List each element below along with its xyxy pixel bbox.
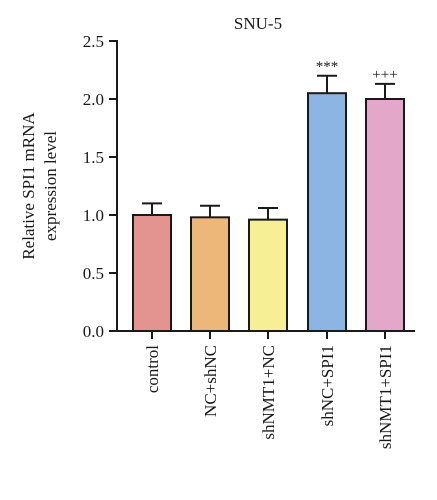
error-bar-control	[142, 202, 162, 215]
y-tick-label: 0.5	[83, 264, 104, 283]
error-bar-NC+shNC	[200, 204, 220, 218]
y-tick-label: 1.0	[83, 206, 104, 225]
y-tick-label: 2.0	[83, 90, 104, 109]
bar-shNC+SPI1	[307, 92, 347, 332]
y-axis-label-line-1: Relative SPI1 mRNA	[19, 112, 38, 260]
y-axis-label-line-2: expression level	[41, 131, 60, 241]
x-tick-label-shNMT1+NC: shNMT1+NC	[259, 345, 278, 440]
error-bar-shNMT1+SPI1	[375, 82, 395, 99]
x-tick-label-NC+shNC: NC+shNC	[201, 345, 220, 417]
significance-label-shNC+SPI1: ***	[316, 59, 339, 75]
error-bar-shNC+SPI1	[317, 74, 337, 94]
plot-area: *** +++	[132, 59, 405, 333]
x-tick-label-shNC+SPI1: shNC+SPI1	[318, 345, 337, 426]
bar-shNMT1+NC	[248, 218, 288, 332]
bar-control	[132, 214, 172, 332]
chart-title: SNU-5	[234, 14, 282, 33]
x-axis: control NC+shNC shNMT1+NC shNC+SPI1 shNMT1+S…	[116, 330, 415, 449]
x-tick-label-shNMT1+SPI1: shNMT1+SPI1	[376, 345, 395, 449]
y-tick-label: 1.5	[83, 148, 104, 167]
bar-NC+shNC	[190, 216, 230, 333]
significance-label-shNMT1+SPI1: +++	[372, 67, 397, 83]
y-tick-label: 2.5	[83, 32, 104, 51]
bar-shNMT1+SPI1	[365, 98, 405, 332]
y-tick-label: 0.0	[83, 322, 104, 341]
y-axis: 0.0 0.5 1.0 1.5 2.0 2.5	[83, 32, 118, 341]
y-axis-label: Relative SPI1 mRNA expression level	[19, 112, 60, 260]
x-tick-label-control: control	[143, 345, 162, 393]
error-bar-shNMT1+NC	[258, 207, 278, 220]
